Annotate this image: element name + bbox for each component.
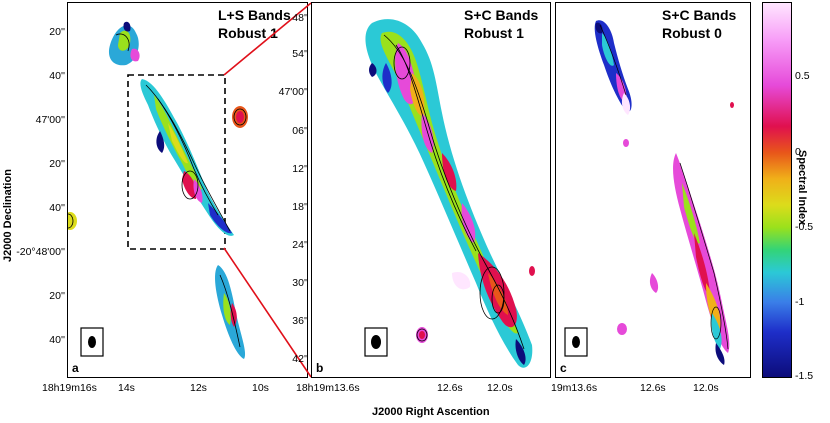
panel-b-xtick: 12.0s <box>487 382 513 394</box>
panel-b-label: b <box>316 361 324 375</box>
colorbar-title: Spectral Index <box>796 150 808 226</box>
panel-c-label: c <box>560 361 567 375</box>
panel-b-title: S+C Bands Robust 1 <box>464 6 538 42</box>
panel-c-title-line2: Robust 0 <box>662 25 722 41</box>
panel-a-title-line2: Robust 1 <box>218 25 278 41</box>
panel-b-ytick: 42'' <box>292 353 308 365</box>
panel-a-xtick: 12s <box>190 382 207 394</box>
colorbar-tick: -1.5 <box>795 370 814 382</box>
panel-b-ytick: 48'' <box>292 12 308 24</box>
colorbar-tick: 0 <box>795 146 801 158</box>
panel-c-xtick: 12.6s <box>640 382 666 394</box>
panel-a-xtick: 18h19m16s <box>42 382 97 394</box>
panel-b-ytick: 47'00'' <box>278 86 308 98</box>
panel-b-ytick: 18'' <box>292 201 308 213</box>
panel-c: S+C Bands Robust 0 c <box>555 2 751 378</box>
colorbar-tick: 0.5 <box>795 70 810 82</box>
x-axis-title: J2000 Right Ascention <box>372 406 490 418</box>
panel-b-ytick: 36'' <box>292 315 308 327</box>
panel-b: S+C Bands Robust 1 b <box>311 2 551 378</box>
panel-a-ytick: -20°48'00'' <box>16 246 65 258</box>
panel-a-image <box>68 21 248 359</box>
panel-c-xtick: 12.0s <box>693 382 719 394</box>
panel-b-title-line1: S+C Bands <box>464 7 539 23</box>
panel-a-ytick: 40'' <box>49 70 65 82</box>
panel-b-image <box>364 19 535 368</box>
panel-c-title: S+C Bands Robust 0 <box>662 6 736 42</box>
panel-b-title-line2: Robust 1 <box>464 25 524 41</box>
panel-a-ytick: 20'' <box>49 158 65 170</box>
panel-b-ytick: 24'' <box>292 239 308 251</box>
panel-a-ytick: 20'' <box>49 290 65 302</box>
panel-c-title-line1: S+C Bands <box>662 7 737 23</box>
panel-b-xtick: 18h19m13.6s <box>296 382 360 394</box>
panel-c-image <box>564 20 734 365</box>
colorbar-tick: -0.5 <box>795 221 814 233</box>
colorbar-tick: -1 <box>795 296 805 308</box>
panel-a-ytick: 40'' <box>49 334 65 346</box>
panel-a-label: a <box>72 361 79 375</box>
panel-a-xtick: 10s <box>252 382 269 394</box>
colorbar <box>762 2 792 378</box>
panel-b-ytick: 12'' <box>292 163 308 175</box>
panel-a-xtick: 14s <box>118 382 135 394</box>
panel-b-ytick: 06'' <box>292 125 308 137</box>
panel-b-xtick: 12.6s <box>437 382 463 394</box>
panel-c-xtick: 19m13.6s <box>551 382 598 394</box>
panel-a-ytick: 20'' <box>49 26 65 38</box>
zoom-box <box>127 74 226 250</box>
panel-a-ytick: 40'' <box>49 202 65 214</box>
panel-a-ytick: 47'00'' <box>35 114 65 126</box>
panel-b-ytick: 54'' <box>292 48 308 60</box>
panel-b-ytick: 30'' <box>292 277 308 289</box>
